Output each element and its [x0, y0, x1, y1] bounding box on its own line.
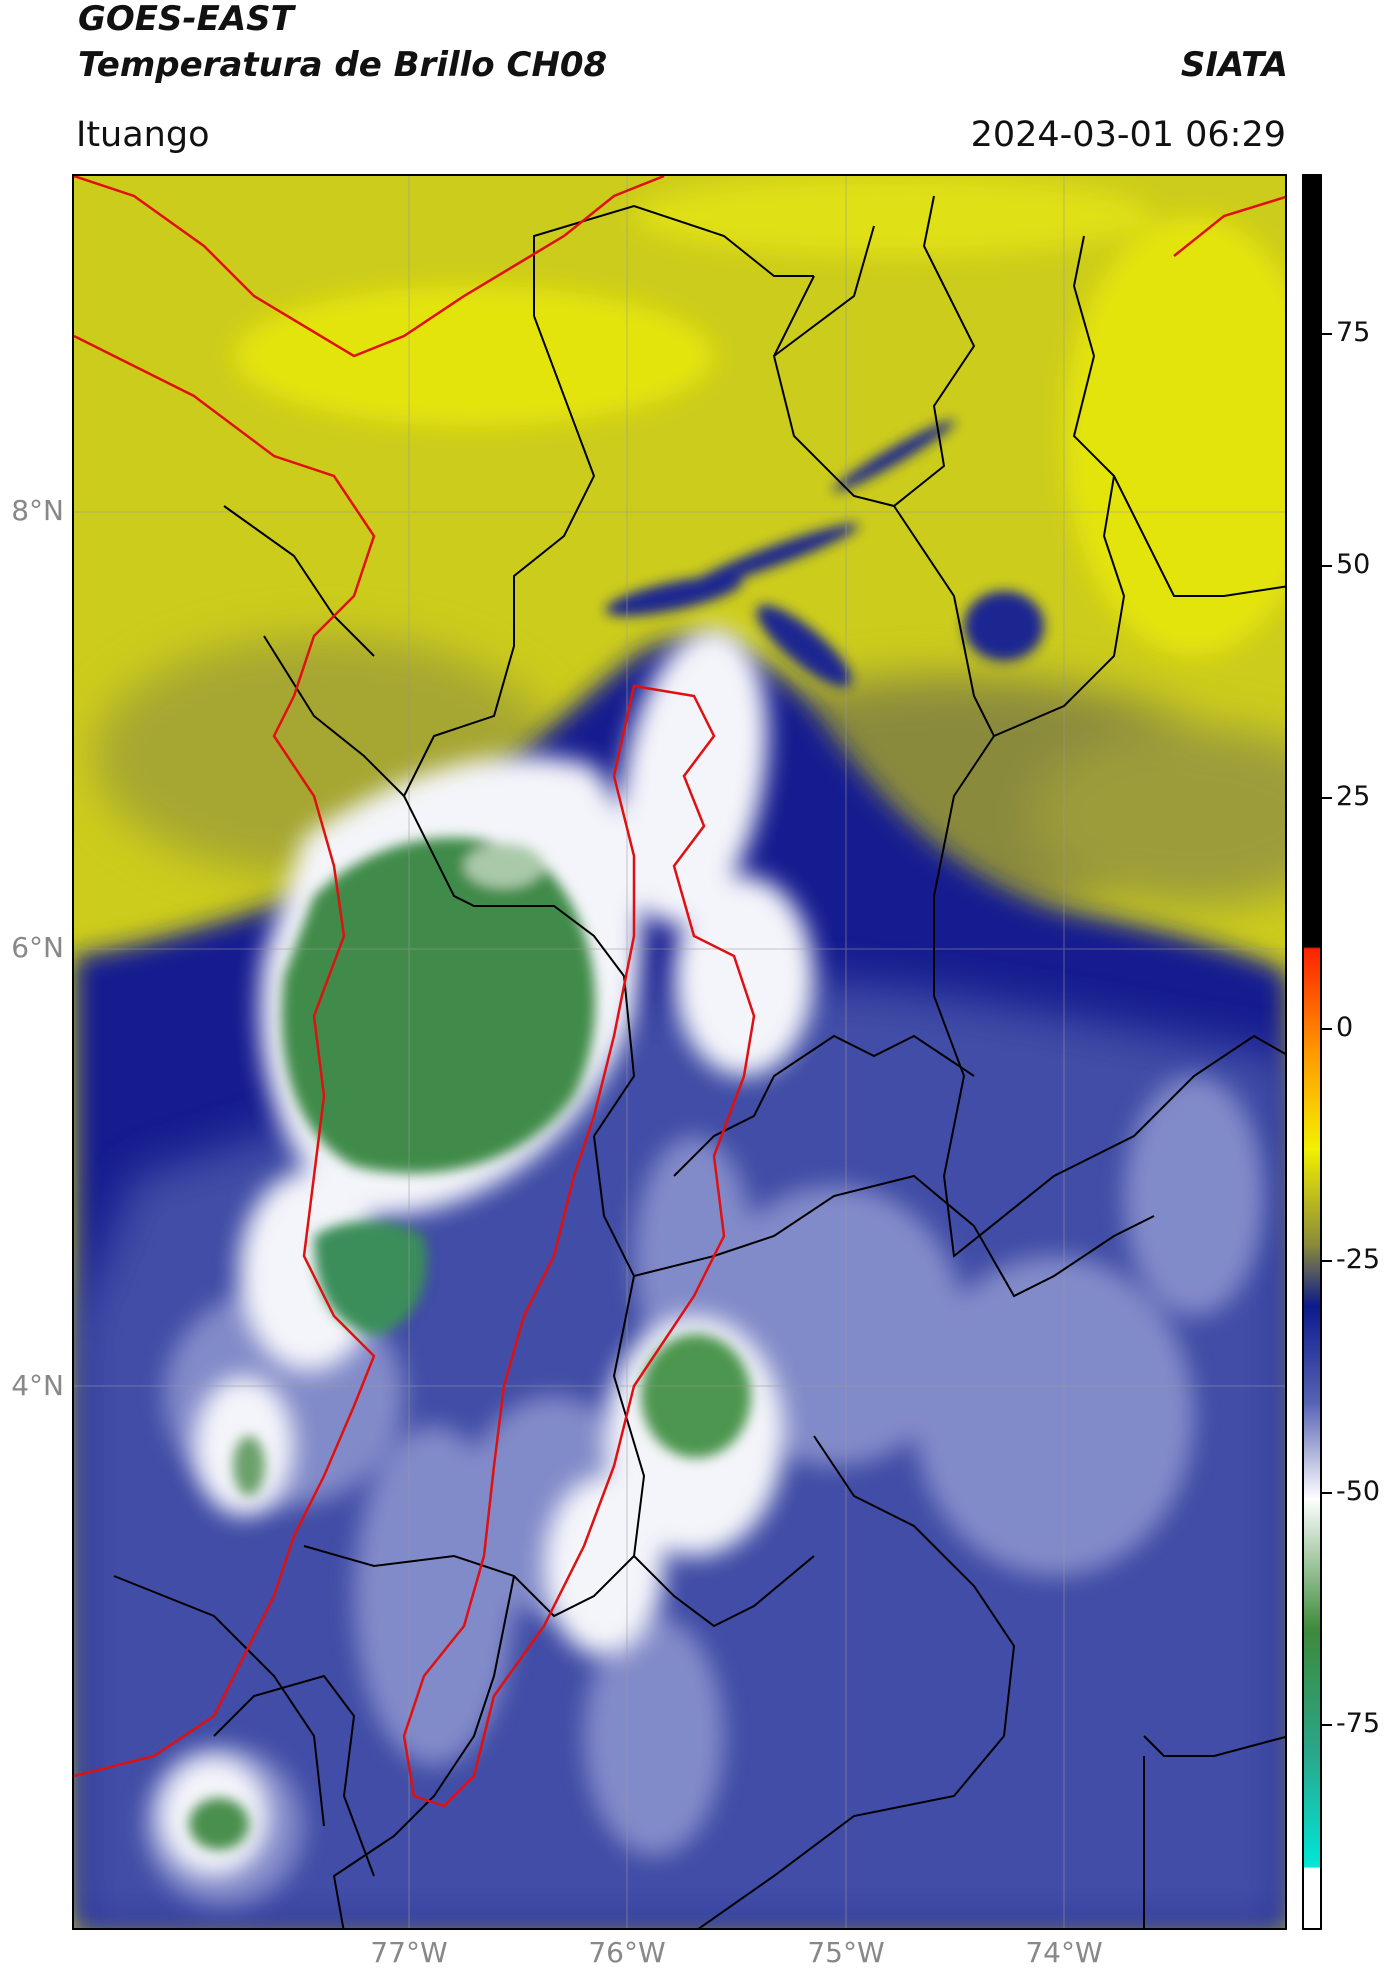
brightness-temperature-map — [74, 176, 1285, 1928]
title-org: SIATA — [1180, 45, 1288, 85]
colorbar-label-25: 25 — [1336, 781, 1371, 812]
colorbar-label-minus25: -25 — [1336, 1244, 1381, 1275]
colorbar-label-minus50: -50 — [1336, 1476, 1381, 1507]
lon-label-74w: 74°W — [1025, 1936, 1103, 1969]
title-satellite: GOES-EAST — [78, 0, 294, 39]
colorbar-tick — [1322, 565, 1332, 567]
title-product: Temperatura de Brillo CH08 — [78, 45, 608, 85]
region-label: Ituango — [76, 115, 210, 155]
region-boundary-red — [74, 176, 1285, 1808]
lat-label-6n: 6°N — [11, 931, 64, 964]
colorbar-tick — [1322, 1724, 1332, 1726]
colorbar-tick — [1322, 1028, 1332, 1030]
warm-dry-regions — [234, 176, 1285, 656]
colorbar-label-0: 0 — [1336, 1012, 1354, 1043]
colorbar-tick — [1322, 1492, 1332, 1494]
colorbar-label-minus75: -75 — [1336, 1708, 1381, 1739]
light-cloud-texture — [144, 1076, 1264, 1906]
map-panel[interactable] — [72, 174, 1287, 1930]
cold-streaks — [605, 420, 1044, 687]
department-borders — [113, 195, 1285, 1928]
colorbar-label-50: 50 — [1336, 549, 1371, 580]
coldest-cores — [189, 837, 751, 1850]
colorbar-tick — [1322, 1260, 1332, 1262]
lon-label-75w: 75°W — [807, 1936, 885, 1969]
lat-label-8n: 8°N — [11, 494, 64, 527]
colorbar-tick — [1322, 333, 1332, 335]
temperature-colorbar — [1302, 174, 1322, 1930]
lon-label-76w: 76°W — [588, 1936, 666, 1969]
timestamp-label: 2024-03-01 06:29 — [970, 115, 1286, 155]
colorbar-tick — [1322, 797, 1332, 799]
colorbar-label-75: 75 — [1336, 317, 1371, 348]
lat-label-4n: 4°N — [11, 1369, 64, 1402]
graticule — [74, 176, 1285, 1928]
lon-label-77w: 77°W — [370, 1936, 448, 1969]
